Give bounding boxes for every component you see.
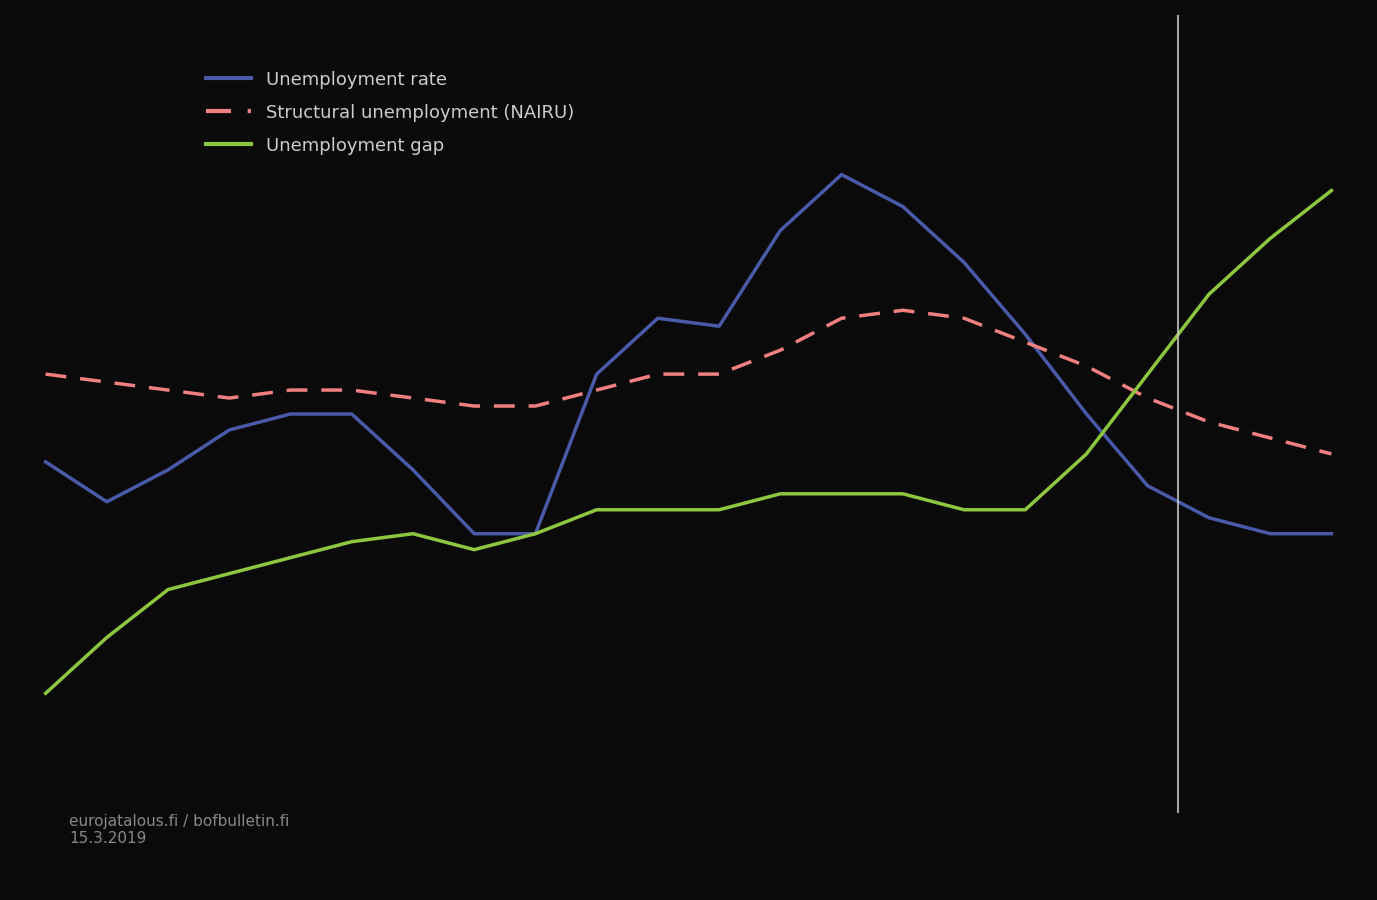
Text: eurojatalous.fi / bofbulletin.fi
15.3.2019: eurojatalous.fi / bofbulletin.fi 15.3.20… [69, 814, 289, 846]
Legend: Unemployment rate, Structural unemployment (NAIRU), Unemployment gap: Unemployment rate, Structural unemployme… [200, 64, 581, 162]
